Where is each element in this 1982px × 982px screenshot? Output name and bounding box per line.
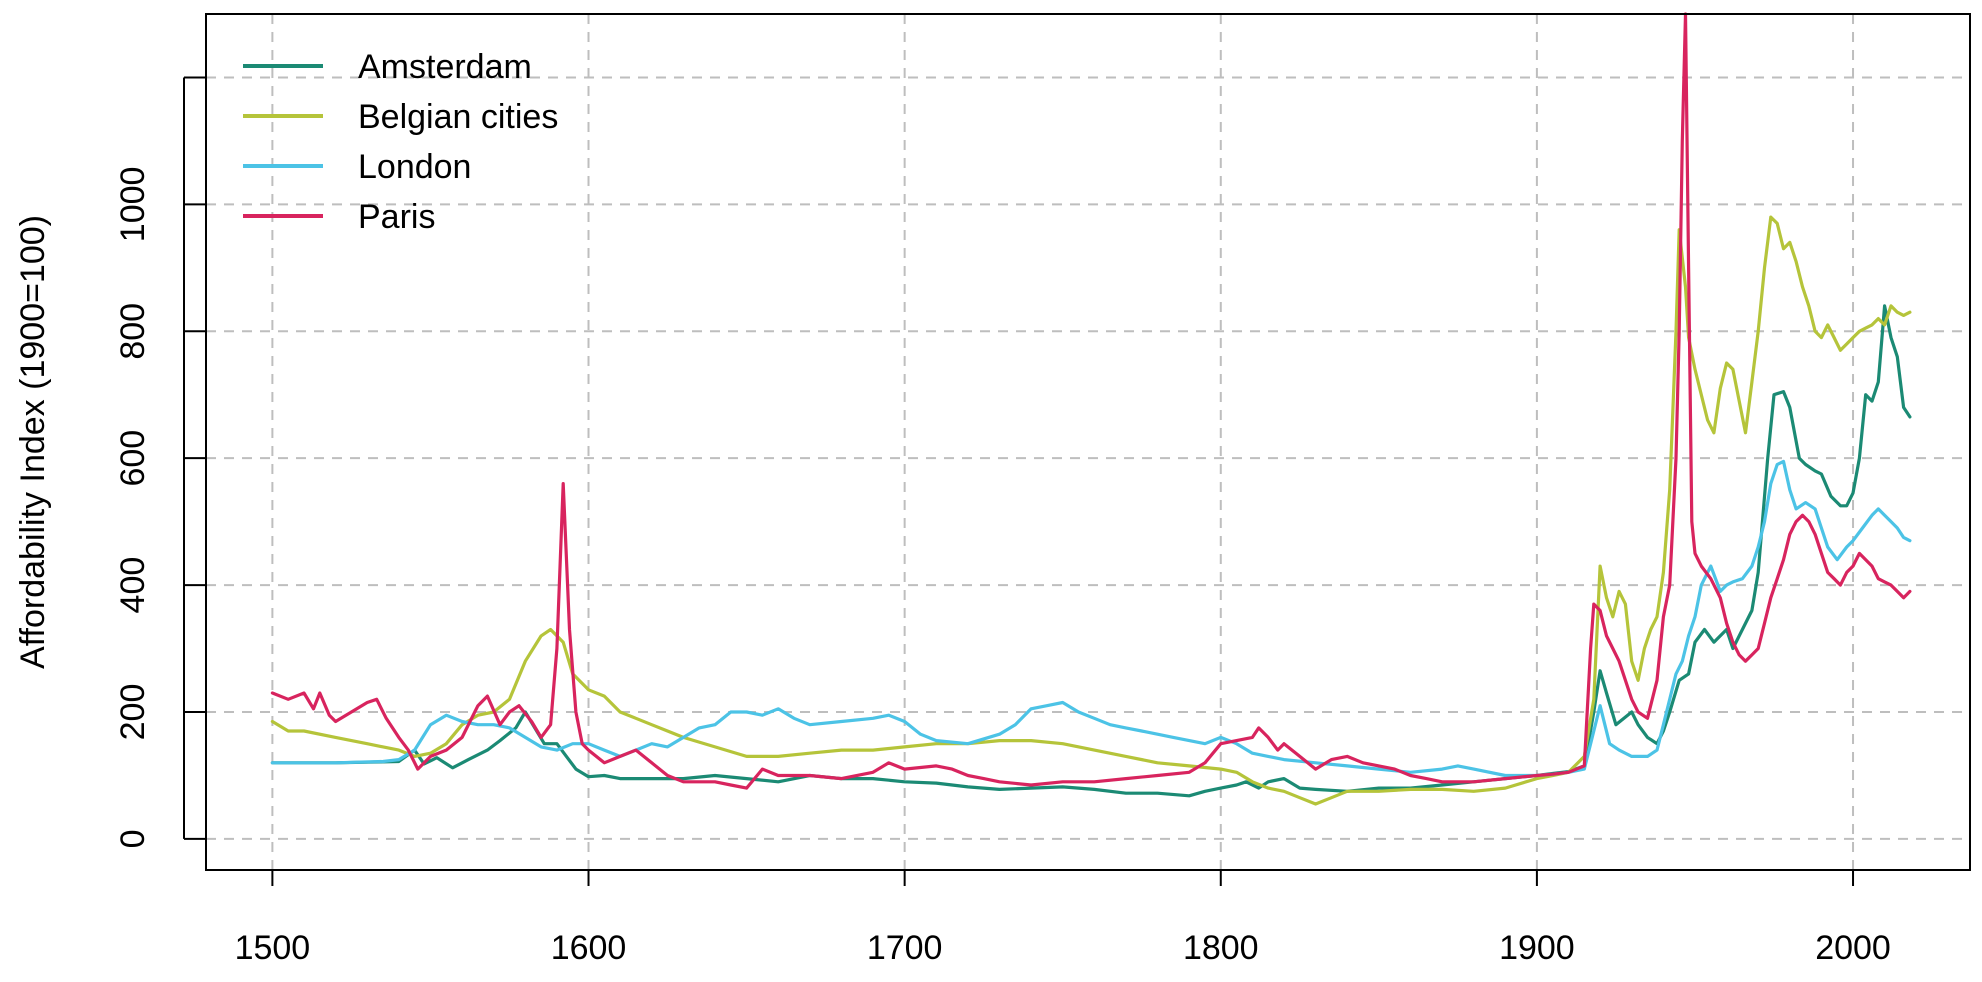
- x-tick-label: 2000: [1815, 929, 1891, 967]
- x-tick-label: 1600: [551, 929, 627, 967]
- series-line-paris: [270, 12, 1912, 790]
- x-tick-label: 1800: [1183, 929, 1259, 967]
- legend-label: Belgian cities: [358, 98, 558, 136]
- legend-label: Amsterdam: [358, 48, 532, 86]
- legend-item-paris: Paris: [243, 198, 435, 236]
- y-axis-title: Affordability Index (1900=100): [14, 215, 52, 669]
- legend-item-london: London: [243, 148, 471, 186]
- y-tick-label: 0: [114, 829, 152, 848]
- series-line-london: [270, 459, 1912, 778]
- y-tick-label: 200: [114, 684, 152, 741]
- x-tick-label: 1900: [1499, 929, 1575, 967]
- legend-item-belgian-cities: Belgian cities: [243, 98, 558, 136]
- series-line-belgian-cities: [270, 215, 1912, 806]
- legend: Amsterdam Belgian cities London Paris: [243, 48, 558, 236]
- y-axis: 0 200 400 600 800 1000: [114, 76, 206, 848]
- legend-item-amsterdam: Amsterdam: [243, 48, 532, 86]
- y-tick-label: 600: [114, 430, 152, 487]
- x-tick-label: 1500: [235, 929, 311, 967]
- legend-label: Paris: [358, 198, 435, 236]
- legend-label: London: [358, 148, 471, 186]
- x-tick-label: 1700: [867, 929, 943, 967]
- x-axis: 1500 1600 1700 1800 1900 2000: [235, 869, 1891, 967]
- series-lines: [270, 12, 1912, 806]
- series-line-amsterdam: [270, 304, 1912, 798]
- grid-lines: [206, 14, 1970, 870]
- y-tick-label: 1000: [114, 167, 152, 243]
- y-tick-label: 800: [114, 303, 152, 360]
- y-tick-label: 400: [114, 557, 152, 614]
- plot-frame: [205, 13, 1971, 871]
